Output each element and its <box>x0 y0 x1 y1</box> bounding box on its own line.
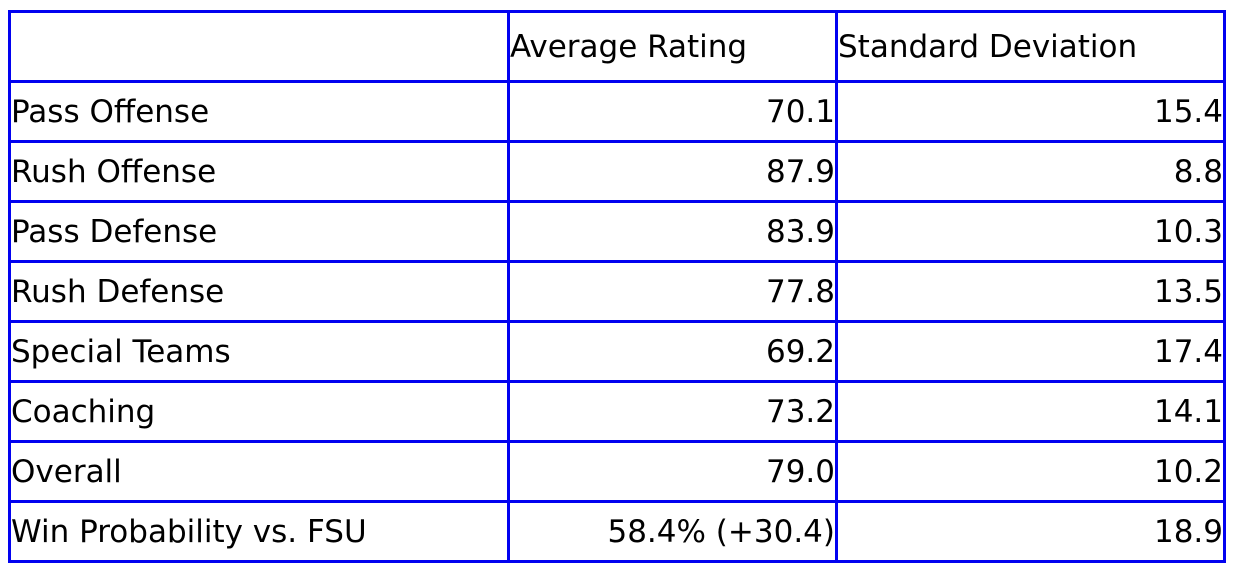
std-dev-cell: 17.4 <box>835 320 1226 383</box>
table-row: Rush Defense 77.8 13.5 <box>8 260 1226 323</box>
std-dev-cell: 10.2 <box>835 440 1226 503</box>
row-label-win-probability-vs-fsu: Win Probability vs. FSU <box>8 500 510 563</box>
table-row: Coaching 73.2 14.1 <box>8 380 1226 443</box>
header-standard-deviation: Standard Deviation <box>835 10 1226 83</box>
std-dev-cell: 18.9 <box>835 500 1226 563</box>
row-label-rush-defense: Rush Defense <box>8 260 510 323</box>
std-dev-cell: 10.3 <box>835 200 1226 263</box>
avg-rating-cell: 77.8 <box>507 260 838 323</box>
header-row: Average Rating Standard Deviation <box>8 10 1226 83</box>
row-label-coaching: Coaching <box>8 380 510 443</box>
std-dev-cell: 15.4 <box>835 80 1226 143</box>
header-average-rating: Average Rating <box>507 10 838 83</box>
avg-rating-cell: 87.9 <box>507 140 838 203</box>
header-empty-cell <box>8 10 510 83</box>
avg-rating-cell: 73.2 <box>507 380 838 443</box>
row-label-overall: Overall <box>8 440 510 503</box>
table-row: Special Teams 69.2 17.4 <box>8 320 1226 383</box>
avg-rating-cell: 58.4% (+30.4) <box>507 500 838 563</box>
table-row: Pass Defense 83.9 10.3 <box>8 200 1226 263</box>
std-dev-cell: 13.5 <box>835 260 1226 323</box>
std-dev-cell: 14.1 <box>835 380 1226 443</box>
row-label-pass-defense: Pass Defense <box>8 200 510 263</box>
avg-rating-cell: 83.9 <box>507 200 838 263</box>
row-label-rush-offense: Rush Offense <box>8 140 510 203</box>
avg-rating-cell: 70.1 <box>507 80 838 143</box>
table-row: Win Probability vs. FSU 58.4% (+30.4) 18… <box>8 500 1226 563</box>
table-row: Rush Offense 87.9 8.8 <box>8 140 1226 203</box>
std-dev-cell: 8.8 <box>835 140 1226 203</box>
row-label-pass-offense: Pass Offense <box>8 80 510 143</box>
row-label-special-teams: Special Teams <box>8 320 510 383</box>
table-row: Pass Offense 70.1 15.4 <box>8 80 1226 143</box>
ratings-table: Average Rating Standard Deviation Pass O… <box>8 10 1226 563</box>
avg-rating-cell: 69.2 <box>507 320 838 383</box>
table-row: Overall 79.0 10.2 <box>8 440 1226 503</box>
avg-rating-cell: 79.0 <box>507 440 838 503</box>
